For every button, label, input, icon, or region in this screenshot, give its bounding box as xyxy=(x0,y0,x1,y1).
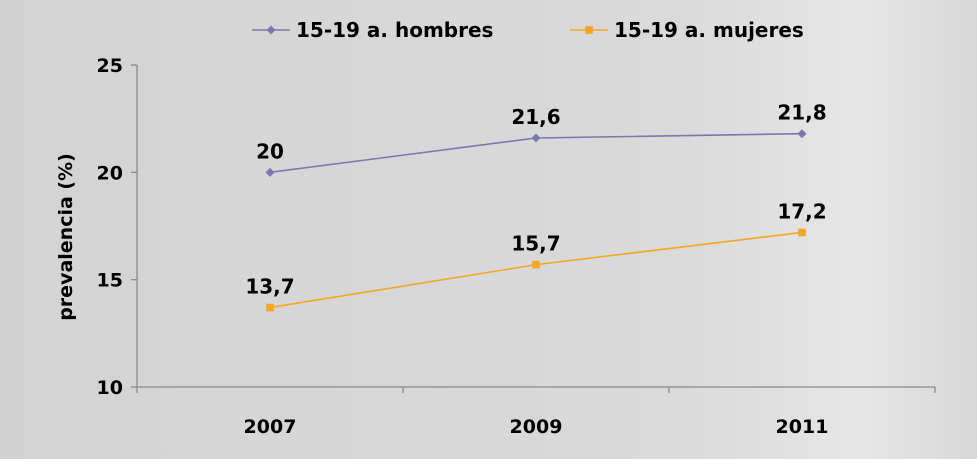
data-label: 13,7 xyxy=(245,275,294,299)
data-point xyxy=(798,228,806,237)
legend-label: 15-19 a. hombres xyxy=(296,18,493,42)
legend-entry-1: 15-19 a. mujeres xyxy=(570,18,804,42)
y-tick-label: 10 xyxy=(97,377,123,399)
y-tick-label: 20 xyxy=(97,162,123,184)
legend-marker xyxy=(266,25,276,35)
y-tick-label: 25 xyxy=(97,55,123,77)
data-point xyxy=(266,303,274,312)
data-point xyxy=(531,133,541,143)
data-label: 15,7 xyxy=(511,232,560,256)
data-label: 21,8 xyxy=(777,101,826,125)
x-tick-label: 2011 xyxy=(776,416,829,438)
x-tick-label: 2009 xyxy=(510,416,563,438)
data-point xyxy=(532,260,540,269)
data-point xyxy=(797,129,807,139)
chart-axes: 10 15 20 25 2007 2009 2011 xyxy=(97,55,936,438)
chart-legend: 15-19 a. hombres 15-19 a. mujeres xyxy=(252,18,804,42)
legend-marker xyxy=(585,26,593,34)
data-label: 17,2 xyxy=(777,199,826,223)
y-axis-label: prevalencia (%) xyxy=(55,153,77,321)
x-tick-label: 2007 xyxy=(244,416,297,438)
data-point xyxy=(265,167,275,177)
series-1: 13,7 15,7 17,2 xyxy=(245,199,827,312)
legend-label: 15-19 a. mujeres xyxy=(614,18,804,42)
data-label: 21,6 xyxy=(511,105,560,129)
y-tick-label: 15 xyxy=(97,270,123,292)
legend-entry-0: 15-19 a. hombres xyxy=(252,18,493,42)
chart-series: 20 21,6 21,8 13,7 15,7 17,2 xyxy=(245,101,827,312)
series-0: 20 21,6 21,8 xyxy=(256,101,827,177)
data-label: 20 xyxy=(256,139,284,163)
